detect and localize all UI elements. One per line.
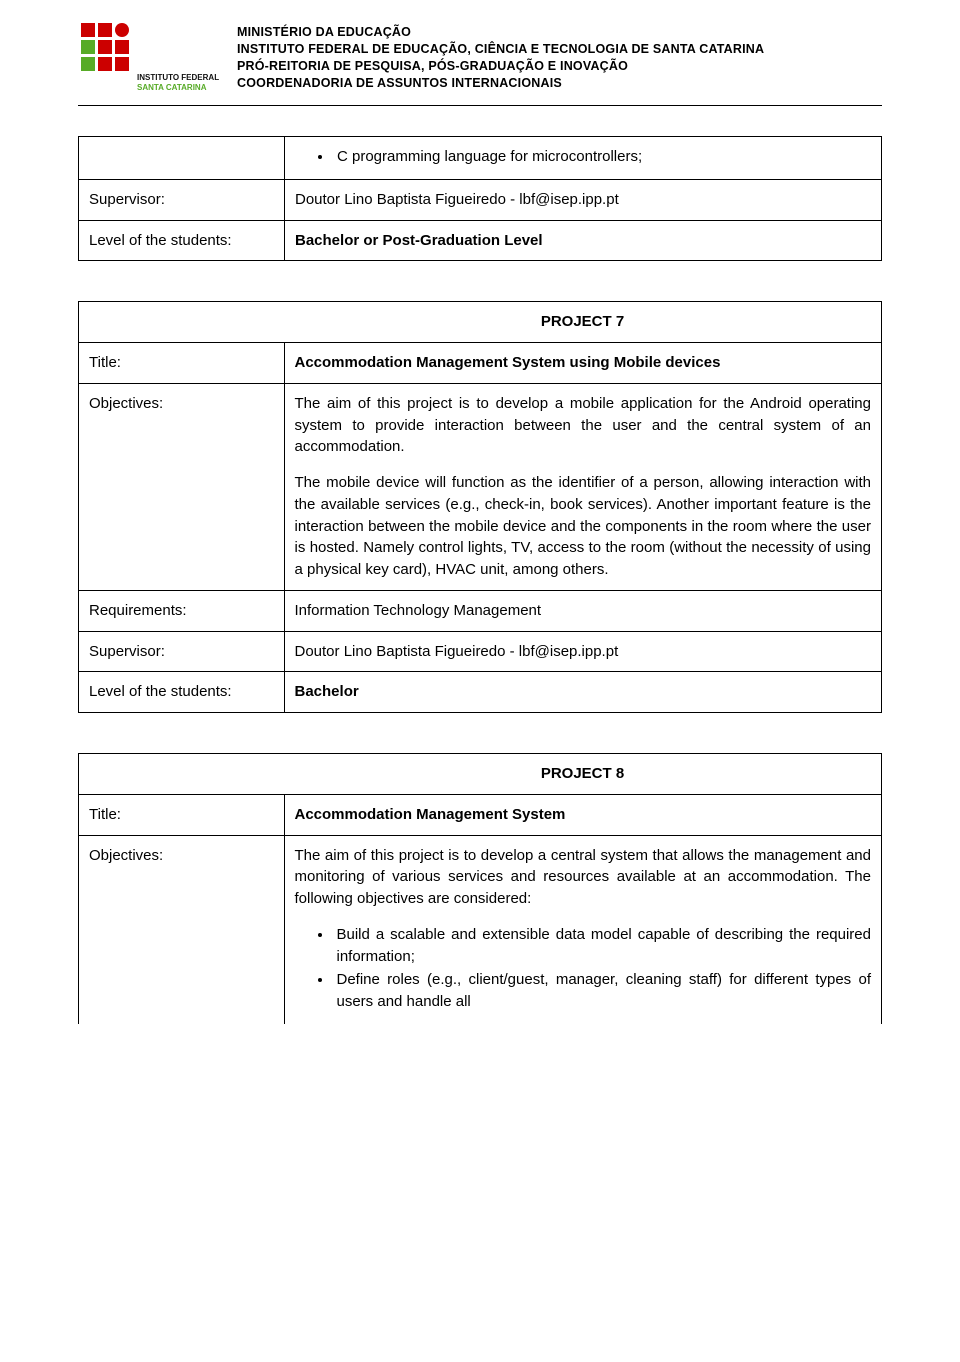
- title-label: Title:: [79, 343, 285, 384]
- project7-supervisor-value: Doutor Lino Baptista Figueiredo - lbf@is…: [284, 631, 882, 672]
- svg-text:INSTITUTO FEDERAL: INSTITUTO FEDERAL: [137, 73, 219, 82]
- level-label: Level of the students:: [79, 220, 285, 261]
- svg-text:SANTA CATARINA: SANTA CATARINA: [137, 83, 207, 92]
- project7-heading: PROJECT 7: [284, 302, 882, 343]
- top-level-value: Bachelor or Post-Graduation Level: [285, 220, 882, 261]
- project7-title-value: Accommodation Management System using Mo…: [284, 343, 882, 384]
- header-line-3: PRÓ-REITORIA DE PESQUISA, PÓS-GRADUAÇÃO …: [237, 58, 764, 75]
- top-continuation-table: C programming language for microcontroll…: [78, 136, 882, 261]
- project-8-table: PROJECT 8 Title: Accommodation Managemen…: [78, 753, 882, 1024]
- requirements-label: Requirements:: [79, 590, 285, 631]
- top-bullet-cell: C programming language for microcontroll…: [285, 137, 882, 180]
- institution-logo: INSTITUTO FEDERAL SANTA CATARINA: [78, 20, 223, 95]
- project8-objectives: The aim of this project is to develop a …: [284, 835, 882, 1024]
- project7-objectives: The aim of this project is to develop a …: [284, 383, 882, 590]
- project8-heading: PROJECT 8: [284, 754, 882, 795]
- page-header: INSTITUTO FEDERAL SANTA CATARINA MINISTÉ…: [78, 20, 882, 106]
- header-line-1: MINISTÉRIO DA EDUCAÇÃO: [237, 24, 764, 41]
- project8-bullet-1: Build a scalable and extensible data mod…: [333, 924, 872, 968]
- supervisor-label: Supervisor:: [79, 631, 285, 672]
- project-7-table: PROJECT 7 Title: Accommodation Managemen…: [78, 301, 882, 713]
- top-bullet: C programming language for microcontroll…: [333, 146, 871, 168]
- project8-title-value: Accommodation Management System: [284, 794, 882, 835]
- project8-objectives-intro: The aim of this project is to develop a …: [295, 845, 872, 910]
- top-supervisor-value: Doutor Lino Baptista Figueiredo - lbf@is…: [285, 179, 882, 220]
- project7-objectives-p1: The aim of this project is to develop a …: [295, 393, 872, 458]
- supervisor-label: Supervisor:: [79, 179, 285, 220]
- header-text: MINISTÉRIO DA EDUCAÇÃO INSTITUTO FEDERAL…: [237, 20, 764, 92]
- level-label: Level of the students:: [79, 672, 285, 713]
- project7-objectives-p2: The mobile device will function as the i…: [295, 472, 872, 581]
- project8-bullet-2: Define roles (e.g., client/guest, manage…: [333, 969, 872, 1013]
- header-line-2: INSTITUTO FEDERAL DE EDUCAÇÃO, CIÊNCIA E…: [237, 41, 764, 58]
- project8-heading-left: [79, 754, 285, 795]
- title-label: Title:: [79, 794, 285, 835]
- project7-heading-left: [79, 302, 285, 343]
- empty-label-cell: [79, 137, 285, 180]
- project7-requirements-value: Information Technology Management: [284, 590, 882, 631]
- objectives-label: Objectives:: [79, 383, 285, 590]
- project7-level-value: Bachelor: [284, 672, 882, 713]
- objectives-label: Objectives:: [79, 835, 285, 1024]
- header-line-4: COORDENADORIA DE ASSUNTOS INTERNACIONAIS: [237, 75, 764, 92]
